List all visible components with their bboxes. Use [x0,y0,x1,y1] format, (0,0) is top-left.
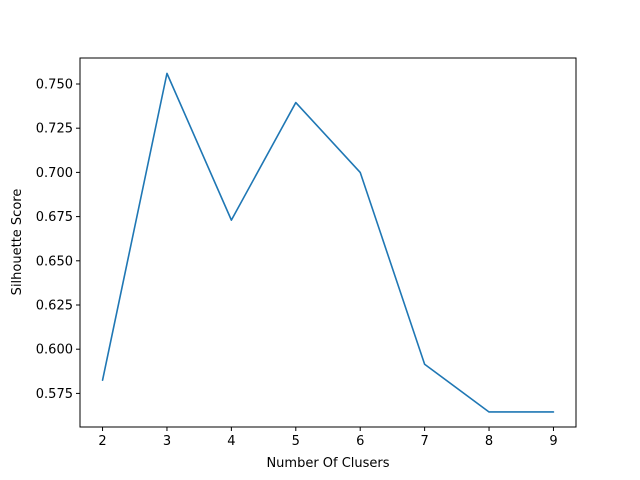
y-axis-label: Silhouette Score [10,189,25,296]
axes-frame [79,57,577,428]
plot-layer: 2 3 4 5 6 7 8 9 0.575 0.600 0.625 0.650 0.675 0.700 0.… [36,57,577,449]
x-tick-label: 5 [292,434,300,449]
x-tick-label: 4 [227,434,235,449]
y-tick-label: 0.750 [36,77,73,92]
x-tick-label: 8 [485,434,493,449]
x-tick-label: 2 [98,434,106,449]
x-tick-label: 6 [356,434,364,449]
y-tick-label: 0.675 [36,210,73,225]
y-tick-label: 0.725 [36,122,73,137]
silhouette-score-line [101,72,555,413]
y-tick-label: 0.600 [36,343,73,358]
x-tick-label: 9 [549,434,557,449]
x-tick-label: 3 [163,434,171,449]
y-tick-label: 0.625 [36,299,73,314]
y-tick-label: 0.700 [36,166,73,181]
y-tick-label: 0.575 [36,387,73,402]
x-axis-label: Number Of Clusers [266,456,389,471]
x-tick-label: 7 [420,434,428,449]
y-tick-label: 0.650 [36,254,73,269]
